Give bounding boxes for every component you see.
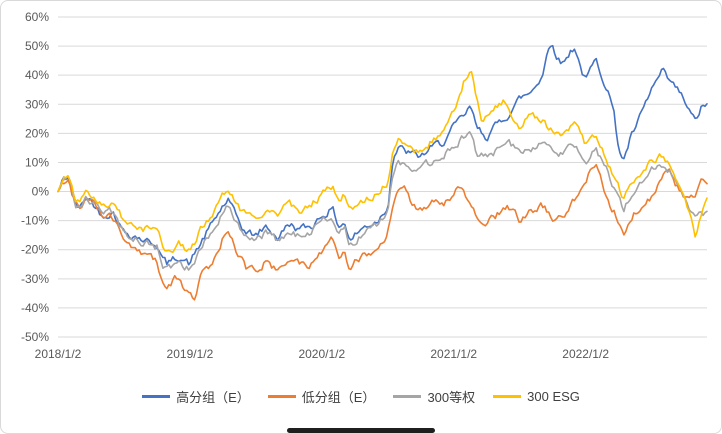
y-axis-tick-label: -40% — [21, 301, 49, 315]
legend-line-marker — [142, 395, 171, 398]
x-axis-tick-label: 2021/1/2 — [430, 347, 477, 361]
y-axis-tick-label: 40% — [25, 68, 49, 82]
legend-item-3: 300等权 — [393, 387, 475, 406]
legend-line-marker — [267, 395, 296, 398]
x-axis-tick-label: 2022/1/2 — [562, 347, 609, 361]
y-axis-tick-label: 0% — [32, 185, 50, 199]
y-axis-tick-label: 20% — [25, 126, 49, 140]
y-axis-tick-label: 10% — [25, 155, 49, 169]
chart-legend: 高分组（E） 低分组（E） 300等权 300 ESG — [1, 387, 721, 406]
legend-item-2: 低分组（E） — [267, 387, 376, 406]
y-axis-tick-label: 50% — [25, 39, 49, 53]
legend-item-4: 300 ESG — [493, 389, 580, 404]
y-axis-tick-label: -30% — [21, 272, 49, 286]
legend-item-1: 高分组（E） — [142, 387, 250, 406]
bottom-bar — [287, 428, 435, 433]
legend-line-marker — [493, 395, 522, 398]
series-line-2 — [57, 163, 708, 301]
line-chart: 60% 50% 40% 30% 20% 10% 0% -10% -20% -30% -40% -50%… — [21, 10, 708, 361]
legend-label: 300 ESG — [527, 389, 580, 404]
x-axis-tick-label: 2019/1/2 — [167, 347, 214, 361]
series-line-1 — [57, 44, 708, 266]
legend-line-marker — [393, 395, 422, 398]
y-axis-tick-label: -10% — [21, 214, 49, 228]
y-axis-tick-label: 60% — [25, 10, 49, 24]
x-axis-tick-label: 2018/1/2 — [35, 347, 82, 361]
series-line-4 — [57, 70, 708, 254]
y-axis-tick-label: -20% — [21, 243, 49, 257]
legend-label: 300等权 — [427, 390, 476, 405]
legend-label: 低分组（E） — [301, 390, 376, 405]
x-axis-tick-label: 2020/1/2 — [298, 347, 345, 361]
legend-label: 高分组（E） — [176, 390, 250, 405]
series-line-3 — [57, 131, 708, 271]
y-axis-tick-label: 30% — [25, 97, 49, 111]
y-axis-tick-label: -50% — [21, 330, 49, 344]
